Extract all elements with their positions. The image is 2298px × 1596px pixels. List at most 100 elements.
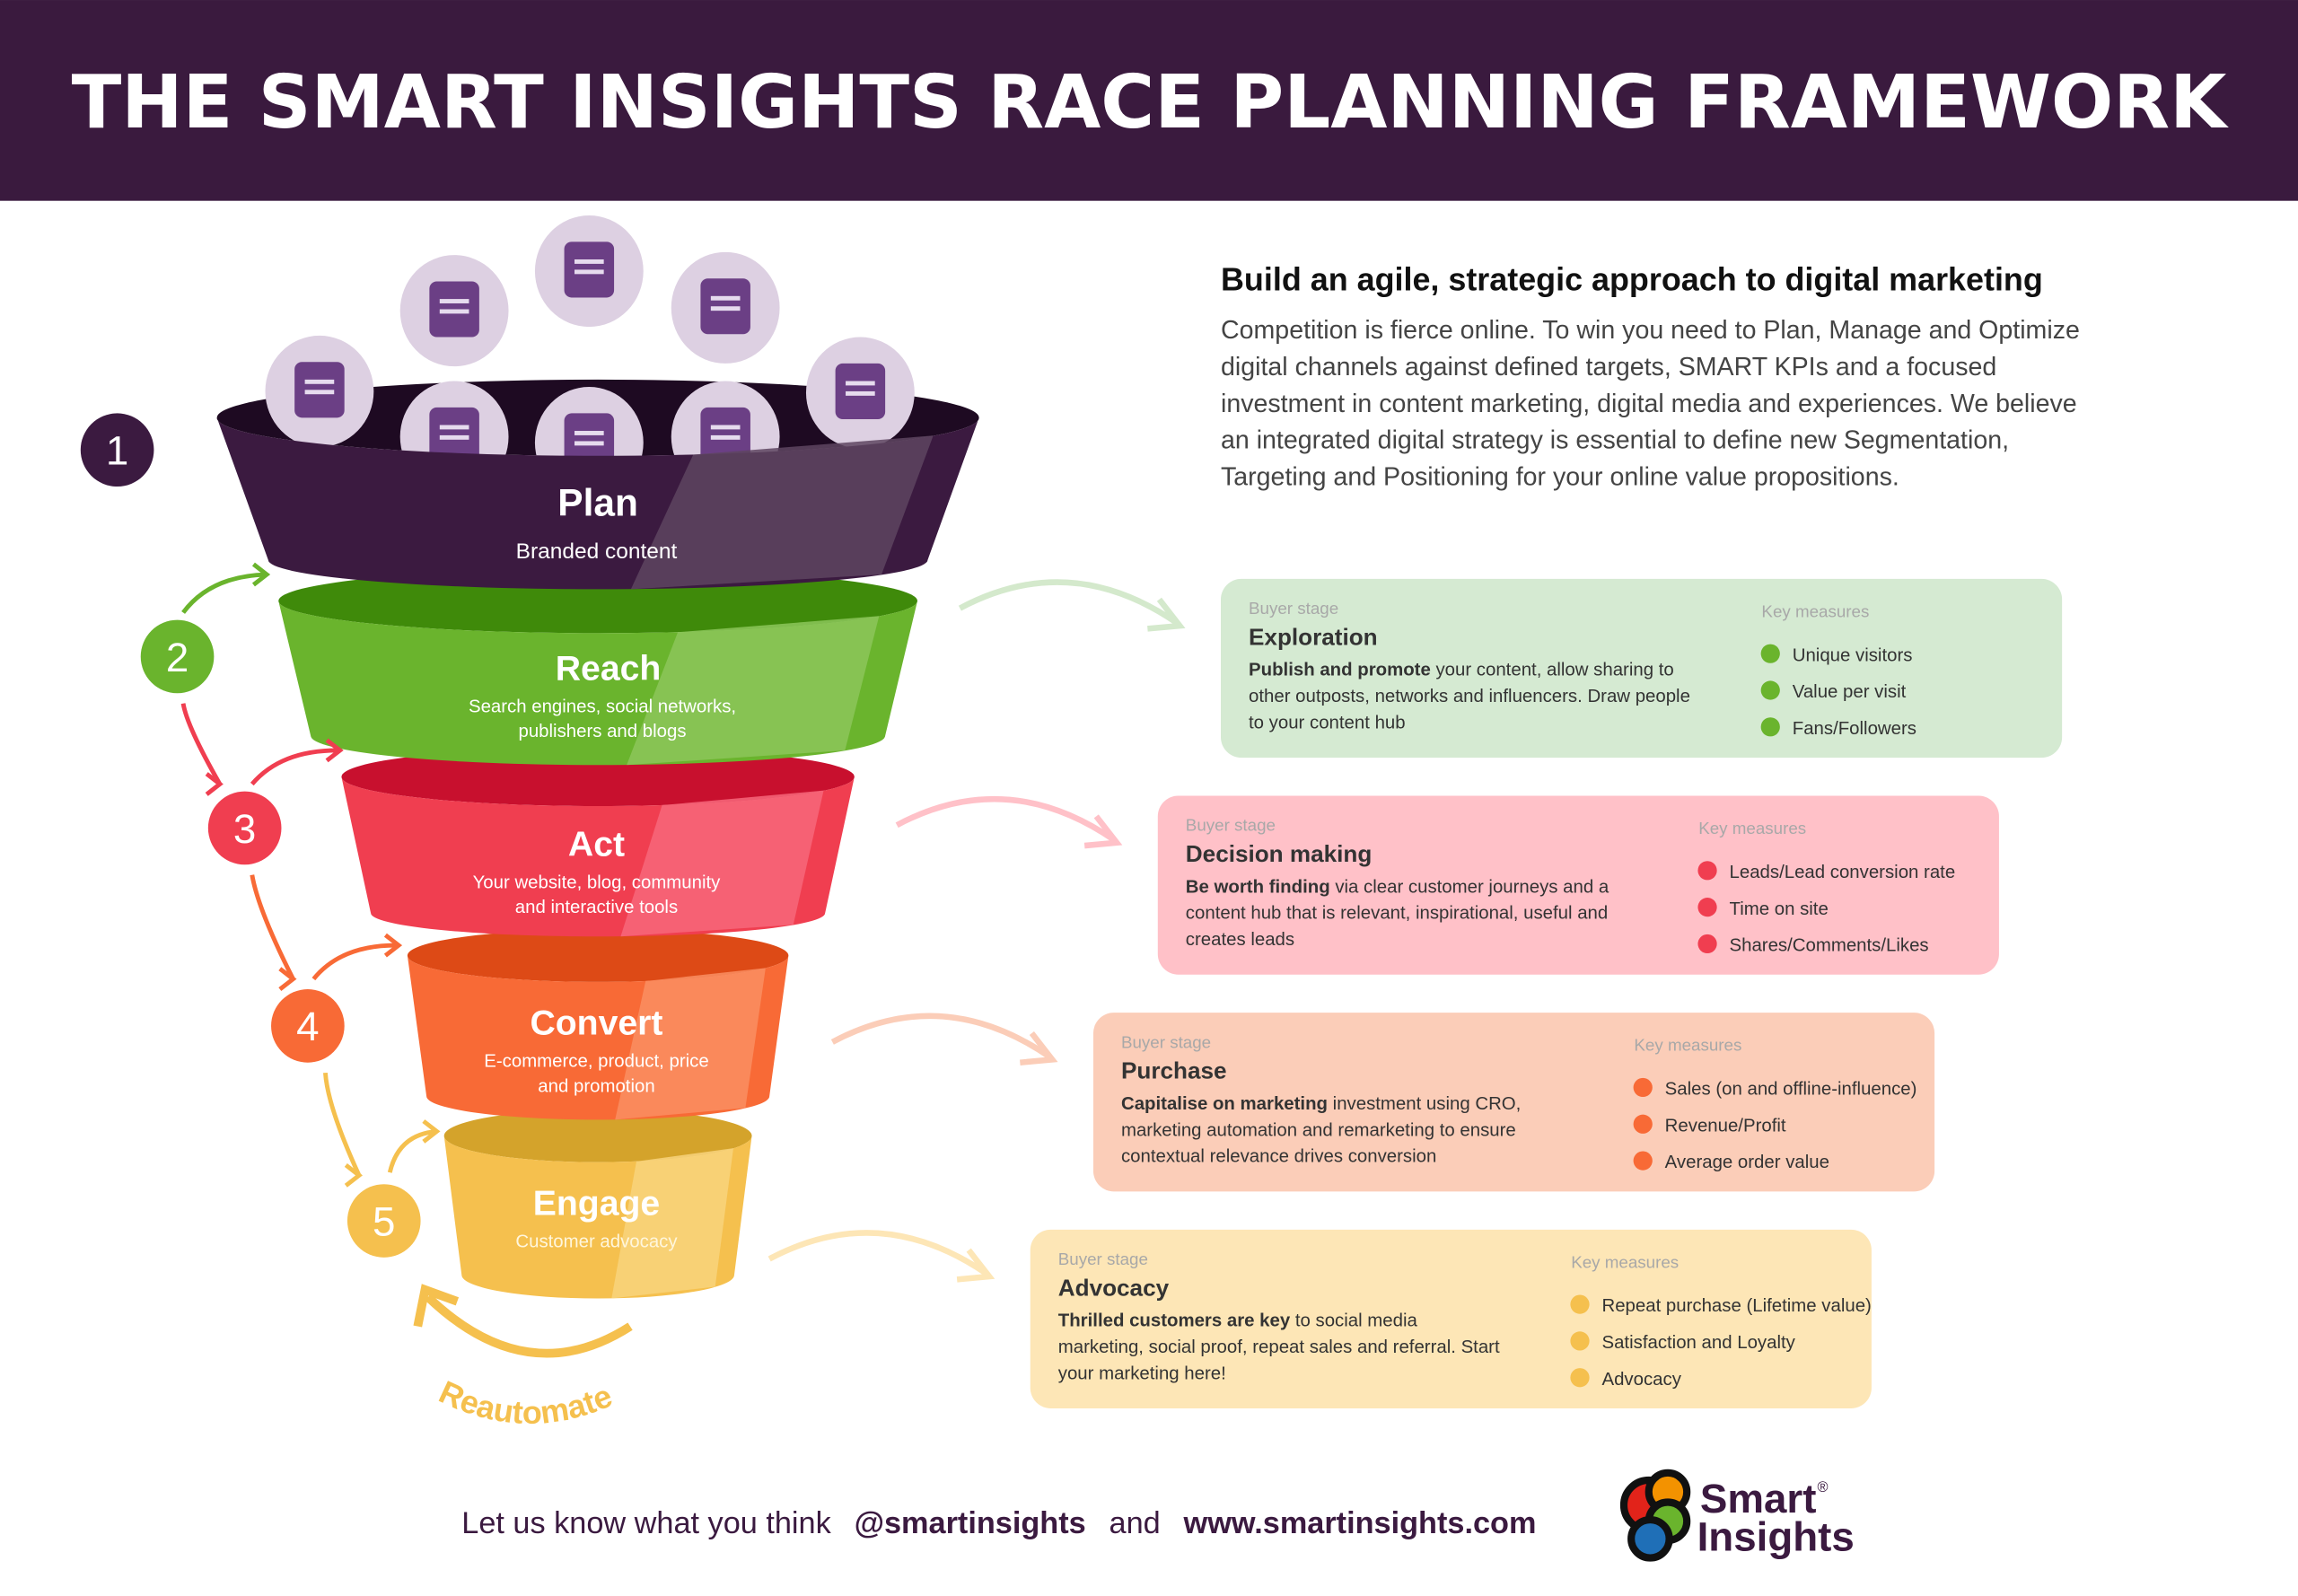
- stage-arrow-head: [1020, 1031, 1058, 1065]
- flow-arrow-icon: [180, 703, 224, 796]
- buyer-stage-name: Exploration: [1249, 623, 1378, 650]
- reautomate-label: Reautomate: [434, 1373, 617, 1431]
- arrow-head: [422, 1119, 441, 1144]
- measure-bullet-icon: [1633, 1077, 1653, 1098]
- description-emphasis: Publish and promote: [1249, 661, 1431, 680]
- funnel-highlight: [615, 968, 766, 1120]
- arrow-line: [311, 943, 399, 981]
- arrow-line: [250, 874, 295, 980]
- arrow-head: [251, 562, 271, 587]
- card-description-line: contextual relevance drives conversion: [1121, 1147, 1436, 1167]
- key-measure: Sales (on and offline-influence): [1665, 1080, 1917, 1100]
- funnel-stage-act: Act Your website, blog, community and inte…: [341, 747, 855, 937]
- intro-line: an integrated digital strategy is essent…: [1221, 426, 2009, 455]
- step-number: 5: [373, 1198, 395, 1244]
- icon-line: [574, 259, 604, 264]
- icon-line: [304, 390, 335, 395]
- flow-arrow-icon: [323, 1072, 363, 1188]
- key-measure: Leads/Lead conversion rate: [1730, 863, 1956, 882]
- card-background: [1092, 1013, 1935, 1192]
- funnel-rim: [443, 1109, 752, 1162]
- key-measures-label: Key measures: [1761, 601, 1869, 620]
- stage-arrow-head: [1147, 597, 1186, 632]
- megaphone-icon: [671, 251, 780, 364]
- measure-bullet-icon: [1760, 680, 1780, 700]
- reautomate-text: Reautomate: [434, 1373, 617, 1431]
- funnel-stage-reach: Reach Search engines, social networks, pub…: [278, 568, 918, 766]
- buyer-stage-label: Buyer stage: [1121, 1032, 1211, 1051]
- step-number: 3: [233, 806, 256, 852]
- card-background: [1030, 1229, 1872, 1408]
- step-number-badge: [346, 1184, 421, 1258]
- intro-heading: Build an agile, strategic approach to di…: [1221, 260, 2043, 297]
- document-icon: [265, 335, 374, 447]
- buyer-stage-card-decision-making: Buyer stage Decision making Be worth findi…: [895, 795, 1999, 975]
- stage-subtitle: and interactive tools: [515, 898, 678, 917]
- buyer-stage-name: Advocacy: [1058, 1274, 1170, 1301]
- footer-text: Let us know what you think @smartinsight…: [461, 1506, 1536, 1540]
- arrow-line: [180, 703, 223, 785]
- icon-line: [574, 431, 604, 435]
- icon-line: [574, 269, 604, 275]
- measure-bullet-icon: [1760, 644, 1780, 663]
- funnel-stage-plan: Plan Branded content: [216, 215, 979, 590]
- key-measures-label: Key measures: [1634, 1036, 1741, 1055]
- card-background: [1221, 578, 2063, 759]
- flow-arrow-icon: [250, 874, 297, 991]
- card-description-line: Thrilled customers are key to social med…: [1058, 1311, 1418, 1331]
- intro-line: Targeting and Positioning for your onlin…: [1221, 462, 1899, 491]
- key-measure: Time on site: [1730, 899, 1829, 919]
- arrow-head: [205, 772, 224, 796]
- video-play-icon: [399, 255, 509, 367]
- footer-prompt: Let us know what you think: [461, 1506, 831, 1540]
- key-measure: Average order value: [1665, 1153, 1829, 1172]
- buyer-stage-label: Buyer stage: [1058, 1250, 1148, 1268]
- step-number-badge: [140, 619, 215, 694]
- icon-line: [710, 295, 741, 301]
- icon-line: [439, 299, 469, 303]
- buyer-stage-name: Purchase: [1121, 1057, 1227, 1084]
- description-text: your content, allow sharing to: [1431, 661, 1674, 680]
- measure-bullet-icon: [1633, 1114, 1653, 1134]
- card-description-line: content hub that is relevant, inspiratio…: [1186, 904, 1608, 924]
- funnel-stage-convert: Convert E-commerce, product, price and pro…: [407, 929, 789, 1120]
- intro-line: investment in content marketing, digital…: [1221, 390, 2077, 418]
- step-number: 1: [106, 428, 128, 474]
- website-link[interactable]: www.smartinsights.com: [1183, 1506, 1537, 1540]
- funnel-highlight: [620, 790, 824, 937]
- icon-line: [574, 441, 604, 446]
- key-measure: Value per visit: [1793, 682, 1907, 702]
- icon-line: [710, 306, 741, 311]
- stage-title: Plan: [557, 482, 638, 524]
- funnel-highlight: [630, 435, 934, 590]
- flow-arrow-icon: [250, 738, 344, 786]
- twitter-handle-link[interactable]: @smartinsights: [855, 1506, 1086, 1540]
- card-description-line: Be worth finding via clear customer jour…: [1186, 877, 1609, 897]
- measure-bullet-icon: [1697, 861, 1717, 881]
- logo-text-smart: Smart: [1700, 1476, 1817, 1521]
- funnel-highlight: [611, 1148, 733, 1299]
- description-emphasis: Capitalise on marketing: [1121, 1094, 1328, 1114]
- description-emphasis: Be worth finding: [1186, 877, 1330, 897]
- logo-text-insights: Insights: [1697, 1513, 1855, 1559]
- key-measure: Satisfaction and Loyalty: [1601, 1333, 1795, 1353]
- stage-arrow-icon: [830, 1013, 1051, 1059]
- stage-title: Act: [568, 825, 625, 864]
- description-text: to social media: [1290, 1311, 1417, 1331]
- measure-bullet-icon: [1760, 717, 1780, 737]
- card-description-line: marketing, social proof, repeat sales an…: [1058, 1337, 1500, 1357]
- card-description-line: to your content hub: [1249, 713, 1406, 732]
- card-description-line: marketing automation and remarketing to …: [1121, 1120, 1516, 1140]
- intro-line: Competition is fierce online. To win you…: [1221, 316, 2080, 345]
- chat-message-icon: [534, 215, 644, 328]
- intro-line: digital channels against defined targets…: [1221, 353, 1996, 381]
- step-number: 4: [296, 1004, 319, 1049]
- reautomate-loop: Reautomate: [413, 1284, 633, 1431]
- key-measure: Shares/Comments/Likes: [1730, 936, 1929, 956]
- flow-arrow-icon: [181, 562, 271, 614]
- stage-arrow-head: [1083, 814, 1123, 849]
- measure-bullet-icon: [1570, 1368, 1590, 1388]
- stage-arrow-head: [956, 1248, 996, 1283]
- key-measure: Revenue/Profit: [1665, 1116, 1786, 1136]
